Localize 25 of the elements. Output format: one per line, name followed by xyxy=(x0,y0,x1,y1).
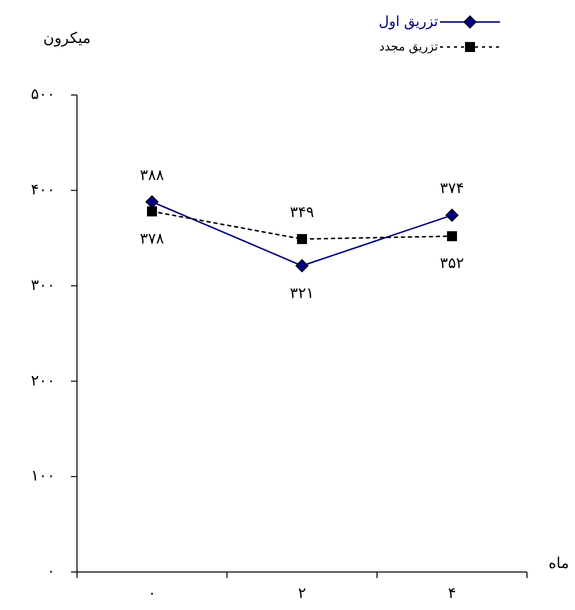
data-label: ۳۷۴ xyxy=(440,179,464,198)
data-label: ۳۵۲ xyxy=(440,254,464,272)
point xyxy=(297,234,307,244)
point xyxy=(447,231,457,242)
y-tick-label: ۴۰۰ xyxy=(30,180,55,199)
point xyxy=(446,208,458,222)
point xyxy=(146,195,158,208)
y-tick-label: ۱۰۰ xyxy=(30,466,55,485)
legend-label: تزریق اول xyxy=(378,14,438,30)
data-label: ۳۲۱ xyxy=(290,284,314,302)
y-tick-label: ۰ xyxy=(46,562,55,580)
y-axis-title: میکرون xyxy=(43,29,91,47)
data-label: ۳۸۸ xyxy=(140,166,164,184)
legend-label: تزریق مجدد xyxy=(379,39,438,54)
x-tick-label: ۰ xyxy=(148,584,156,602)
point xyxy=(147,206,157,216)
y-tick-label: ۳۰۰ xyxy=(30,276,55,294)
x-tick-label: ۴ xyxy=(448,584,456,602)
x-axis-title: ماه xyxy=(548,554,569,572)
x-tick-label: ۲ xyxy=(298,584,306,602)
data-label: ۳۷۸ xyxy=(140,229,164,248)
y-tick-label: ۵۰۰ xyxy=(30,85,55,104)
y-tick-label: ۲۰۰ xyxy=(30,371,55,390)
point xyxy=(296,259,308,272)
data-label: ۳۴۹ xyxy=(290,203,314,222)
